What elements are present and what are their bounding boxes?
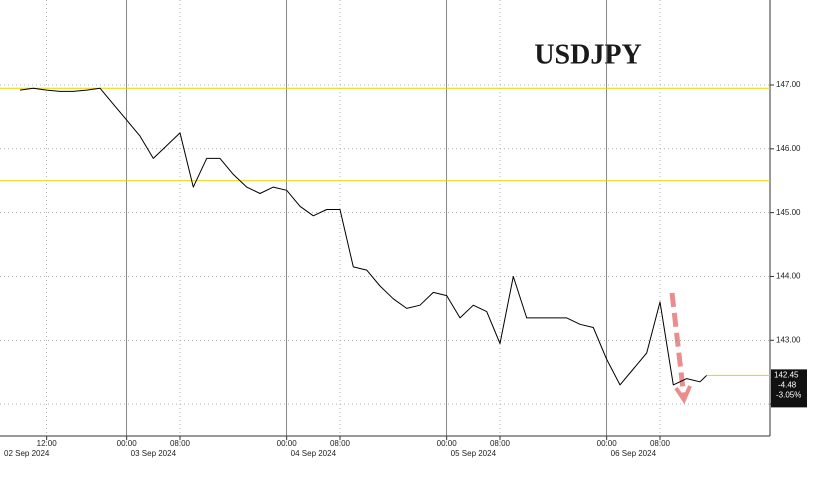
- x-date-label: 02 Sep 2024: [4, 449, 50, 458]
- x-tick-label: 00:00: [437, 439, 458, 448]
- last-price-box: [771, 369, 807, 408]
- x-tick-label: 00:00: [597, 439, 618, 448]
- x-tick-label: 08:00: [330, 439, 351, 448]
- chart-title: USDJPY: [534, 39, 641, 70]
- x-tick-label: 08:00: [170, 439, 191, 448]
- last-price: 142.45: [774, 370, 799, 379]
- x-tick-label: 00:00: [277, 439, 298, 448]
- x-date-label: 05 Sep 2024: [451, 449, 497, 458]
- y-tick-label: 145.00: [776, 208, 801, 217]
- x-date-label: 06 Sep 2024: [611, 449, 657, 458]
- last-change: -4.48: [778, 380, 797, 389]
- x-tick-label: 08:00: [650, 439, 671, 448]
- price-line: [19, 87, 708, 386]
- y-tick-label: 144.00: [776, 272, 801, 281]
- last-change-pct: -3.05%: [776, 390, 801, 399]
- y-tick-label: 146.00: [776, 144, 801, 153]
- x-date-label: 04 Sep 2024: [291, 449, 337, 458]
- x-date-label: 03 Sep 2024: [131, 449, 177, 458]
- y-tick-label: 147.00: [776, 80, 801, 89]
- y-tick-label: 143.00: [776, 335, 801, 344]
- annotation-arrowhead: [674, 385, 692, 405]
- x-tick-label: 00:00: [117, 439, 138, 448]
- x-tick-label: 12:00: [37, 439, 58, 448]
- x-tick-label: 08:00: [490, 439, 511, 448]
